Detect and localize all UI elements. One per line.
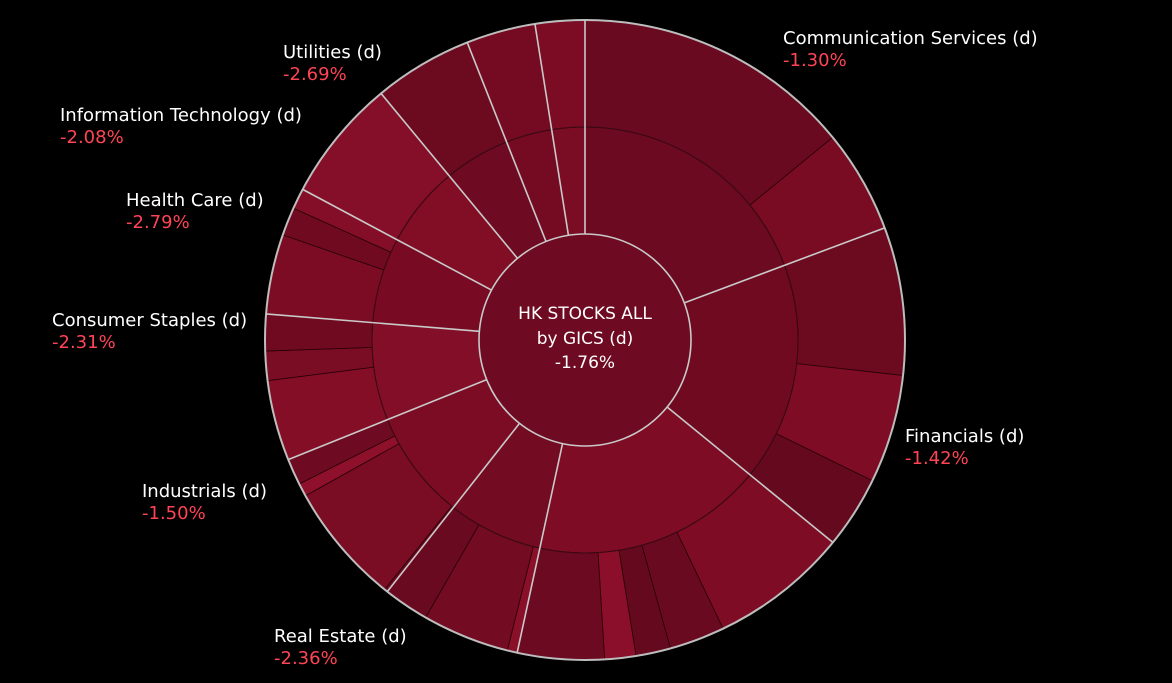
center-disc[interactable]	[478, 233, 692, 447]
label-health-care[interactable]: Health Care (d) -2.79%	[126, 190, 264, 234]
sector-change: -1.42%	[905, 448, 969, 469]
sector-name: Health Care (d)	[126, 190, 264, 211]
separator-consumer-staples	[386, 422, 521, 593]
center-subtitle: by GICS (d)	[537, 329, 634, 349]
separator-financials	[683, 227, 885, 304]
sector-name: Real Estate (d)	[274, 626, 407, 647]
sector-name: Utilities (d)	[283, 42, 382, 63]
separator-sector-9	[380, 92, 519, 259]
sector-change: -2.31%	[52, 332, 116, 353]
label-communication-services[interactable]: Communication Services (d) -1.30%	[783, 28, 1038, 72]
separator-information-technology	[266, 313, 480, 333]
label-real-estate[interactable]: Real Estate (d) -2.36%	[274, 626, 407, 670]
sector-change: -2.79%	[126, 212, 190, 233]
separator-industrials	[516, 443, 564, 653]
sector-separators	[266, 20, 885, 653]
sector-change: -2.36%	[274, 648, 338, 669]
label-industrials[interactable]: Industrials (d) -1.50%	[142, 481, 267, 525]
separator-real-estate	[666, 406, 834, 544]
sector-change: -2.69%	[283, 64, 347, 85]
label-information-technology[interactable]: Information Technology (d) -2.08%	[60, 105, 302, 149]
label-consumer-staples[interactable]: Consumer Staples (d) -2.31%	[52, 310, 247, 354]
sector-change: -1.30%	[783, 50, 847, 71]
label-financials[interactable]: Financials (d) -1.42%	[905, 426, 1024, 470]
label-utilities[interactable]: Utilities (d) -2.69%	[283, 42, 382, 86]
sector-name: Industrials (d)	[142, 481, 267, 502]
sector-name: Financials (d)	[905, 426, 1025, 447]
sector-name: Information Technology (d)	[60, 105, 302, 126]
sector-name: Communication Services (d)	[783, 28, 1038, 49]
sector-name: Consumer Staples (d)	[52, 310, 248, 331]
separator-utilities	[302, 188, 492, 291]
center-title: HK STOCKS ALL	[518, 304, 652, 324]
separator-health-care	[287, 378, 487, 461]
separator-sector-10	[466, 42, 547, 242]
separator-sector-11	[534, 23, 570, 236]
center-change: -1.76%	[555, 353, 615, 373]
sector-change: -1.50%	[142, 503, 206, 524]
sector-change: -2.08%	[60, 127, 124, 148]
